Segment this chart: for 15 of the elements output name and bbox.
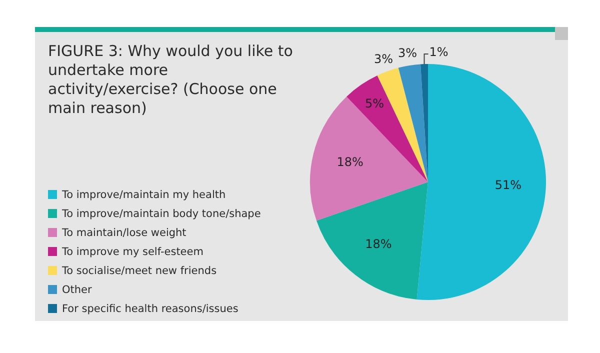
text: FIGURE 3: Why would you like to undertake more activity/exercise? (Choose one main reason): [48, 42, 294, 118]
data-label: 3%: [374, 52, 394, 66]
legend-label: To socialise/meet new friends: [62, 264, 217, 276]
data-label: 3%: [398, 46, 417, 60]
data-label: 1%: [429, 45, 448, 60]
data-label: 18%: [336, 155, 364, 170]
legend-label: To improve/maintain body tone/shape: [62, 208, 261, 220]
data-label: 5%: [364, 96, 384, 110]
legend-label: To improve my self-esteem: [62, 246, 204, 258]
legend-label: To maintain/lose weight: [62, 226, 186, 238]
legend-label: For specific health reasons/issues: [62, 302, 238, 314]
legend-label: To improve/maintain my health: [62, 188, 226, 200]
legend-label: Other: [62, 284, 92, 296]
data-label: 18%: [365, 237, 392, 252]
data-label: 51%: [494, 178, 522, 192]
